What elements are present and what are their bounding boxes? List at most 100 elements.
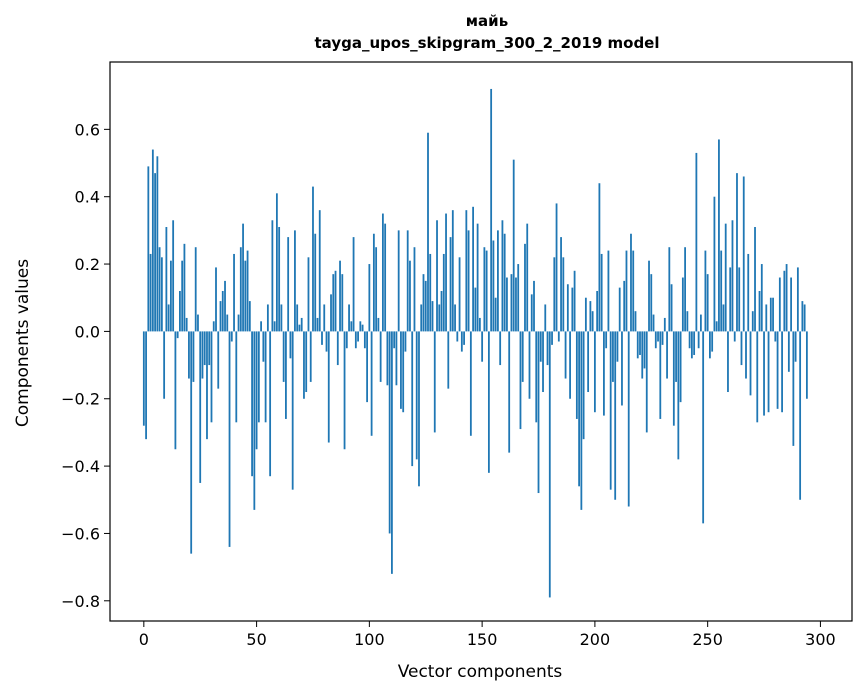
bar (607, 250, 610, 332)
bar (670, 284, 673, 332)
bar (654, 331, 657, 349)
bar (219, 301, 222, 332)
bar (449, 237, 452, 332)
bar (582, 331, 585, 440)
bar (325, 331, 328, 352)
bar (796, 267, 799, 332)
bar (792, 331, 795, 446)
bar (411, 331, 414, 467)
bar (537, 331, 540, 494)
bar (294, 230, 296, 332)
bar (379, 331, 382, 382)
bar (285, 331, 287, 419)
bar (785, 264, 788, 332)
bar (521, 331, 524, 382)
bar (194, 247, 197, 332)
y-tick-label: −0.4 (61, 457, 100, 476)
bar (704, 250, 707, 332)
bar (463, 331, 465, 345)
bar (690, 331, 693, 359)
x-axis-label: Vector components (398, 662, 563, 682)
bar (702, 331, 705, 524)
bar (544, 304, 547, 332)
bar (242, 223, 244, 332)
bar (460, 331, 463, 352)
bar (546, 331, 549, 366)
bar (740, 331, 743, 366)
bar (424, 280, 427, 332)
bar (578, 331, 580, 487)
bar (185, 317, 188, 332)
bar (248, 301, 251, 332)
bar (697, 331, 700, 349)
bar (542, 331, 544, 393)
y-tick-label: −0.6 (61, 524, 100, 543)
bar (454, 304, 456, 332)
bar (151, 149, 154, 332)
bar (663, 317, 666, 332)
bar (433, 331, 436, 433)
bar (573, 270, 576, 332)
x-tick-label: 150 (467, 630, 498, 649)
bar (212, 321, 215, 332)
bar (160, 257, 163, 332)
bar (438, 304, 441, 332)
bar (769, 297, 772, 332)
bar (483, 247, 486, 332)
bar (508, 331, 511, 453)
bar (255, 331, 258, 450)
bar (781, 331, 783, 413)
bar (492, 240, 495, 332)
bar (783, 270, 786, 332)
x-axis-ticks: 0 50 100 150 200 250 300 (139, 621, 836, 649)
bar (404, 331, 407, 352)
bar (560, 237, 562, 332)
bar (409, 260, 411, 332)
bar (648, 260, 650, 332)
bar (451, 210, 454, 332)
bar (303, 331, 305, 399)
bar (280, 304, 283, 332)
bar (539, 331, 542, 362)
bar (478, 317, 481, 332)
bar (226, 314, 229, 332)
bar (345, 331, 348, 349)
bar (681, 277, 684, 332)
bar (551, 331, 553, 345)
bar (336, 331, 339, 366)
bar (206, 331, 208, 440)
x-tick-label: 300 (805, 630, 836, 649)
bar (510, 274, 513, 332)
chart-subtitle: tayga_upos_skipgram_300_2_2019 model (315, 34, 660, 52)
bar (224, 280, 226, 332)
bar (706, 274, 709, 332)
bar (282, 331, 285, 382)
bar (584, 297, 587, 332)
bar (397, 230, 400, 332)
bar (332, 274, 335, 332)
bar (348, 304, 350, 332)
bar (580, 331, 583, 510)
bar (722, 304, 725, 332)
bar (497, 230, 499, 332)
bar (327, 331, 330, 443)
bar (429, 253, 432, 332)
bar (469, 331, 472, 436)
bar (490, 88, 493, 332)
bar (253, 331, 256, 510)
bar (393, 331, 396, 349)
bar (391, 331, 393, 574)
bar (794, 331, 797, 362)
bar (709, 331, 711, 359)
bar (431, 301, 434, 332)
bar (154, 173, 156, 332)
bar (787, 331, 790, 372)
bar (636, 331, 639, 359)
bar (377, 317, 380, 332)
bar (548, 331, 551, 598)
bar (754, 227, 756, 332)
bar (239, 247, 242, 332)
bar (343, 331, 346, 450)
bar (767, 331, 770, 413)
bar (693, 331, 696, 355)
